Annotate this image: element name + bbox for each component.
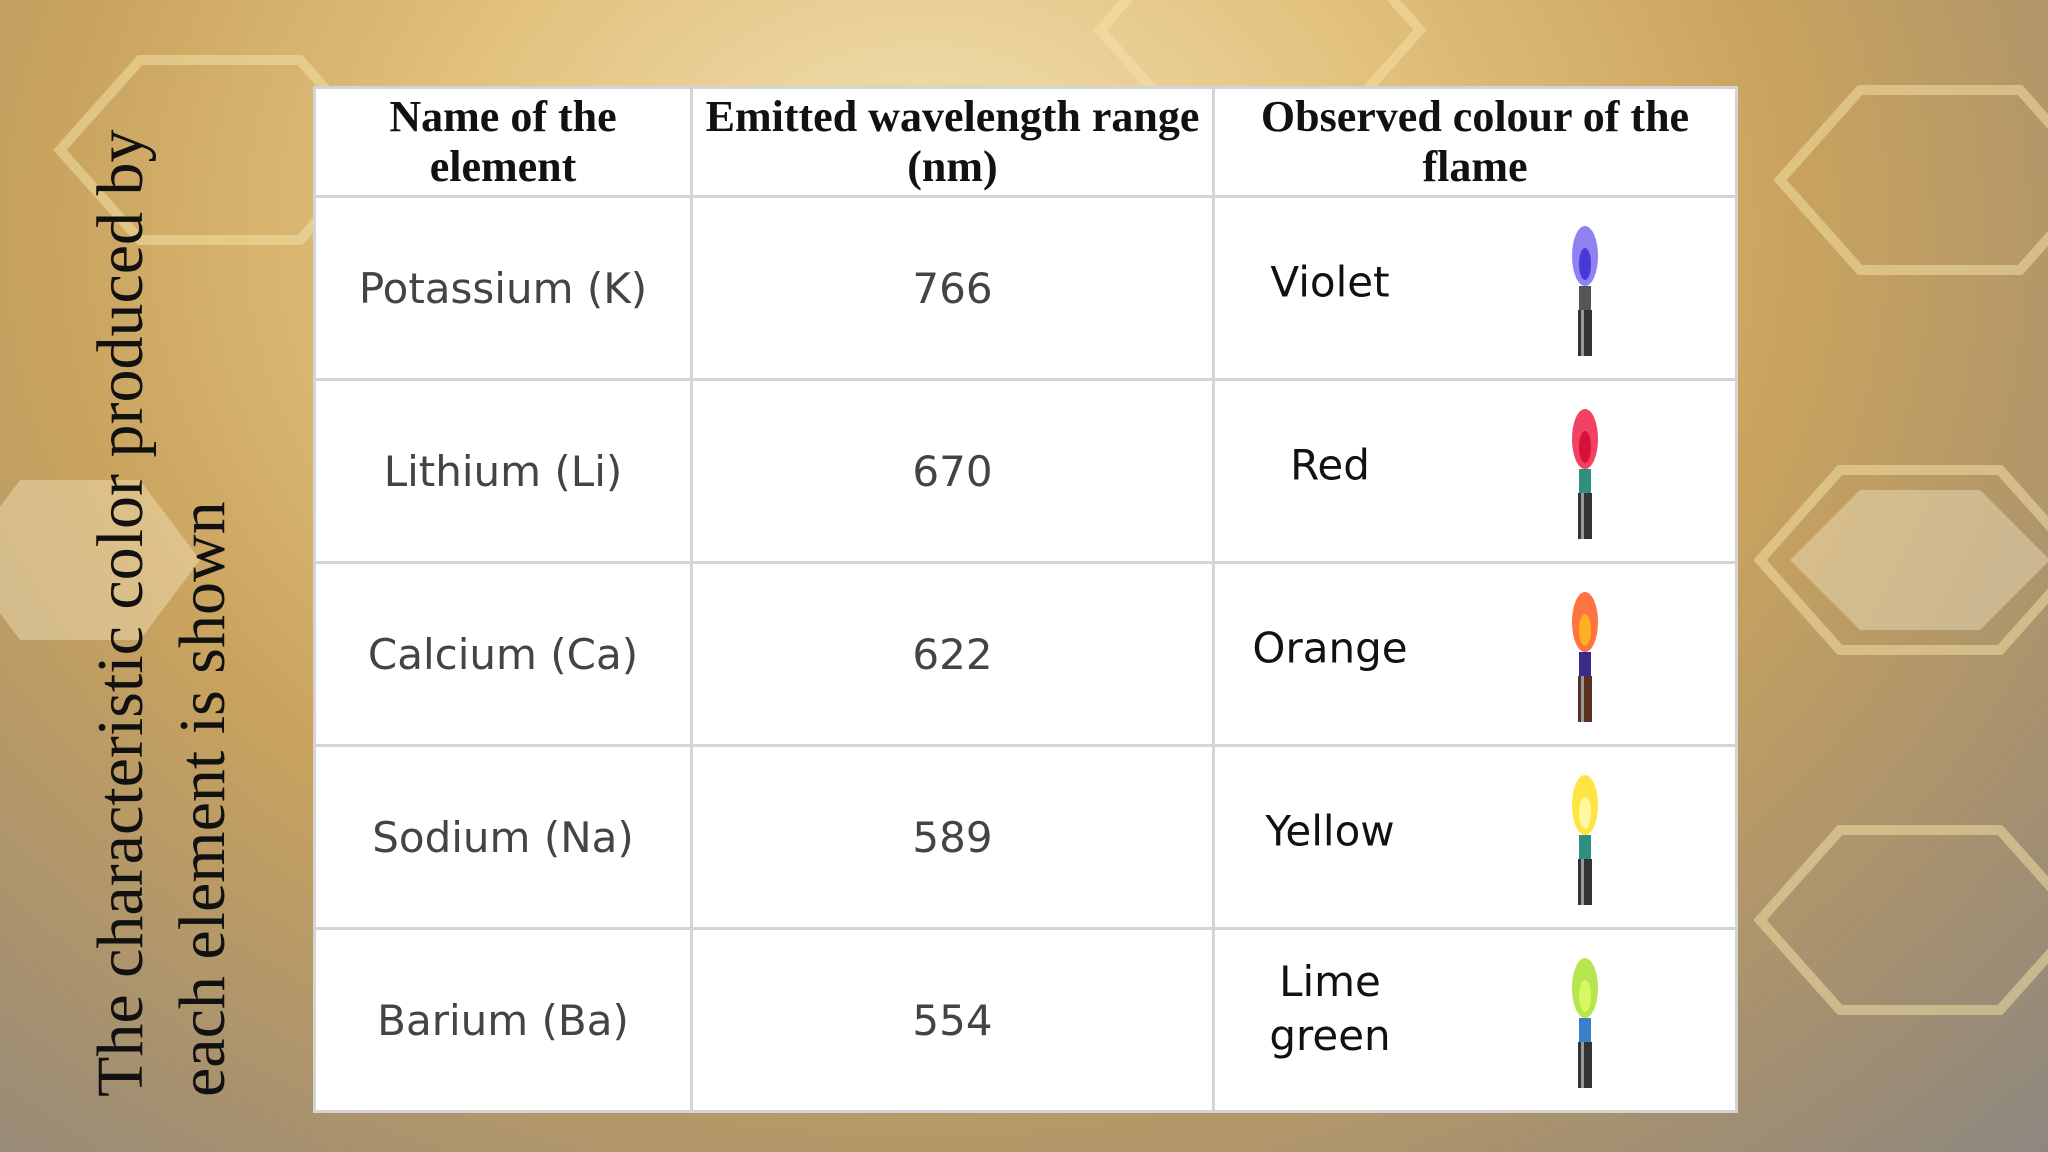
colour-text: Lime green bbox=[1269, 957, 1391, 1061]
table-row: Barium (Ba) 554 Lime green bbox=[313, 927, 1738, 1113]
table-row: Sodium (Na) 589 Yellow bbox=[313, 744, 1738, 930]
colour-text: Yellow bbox=[1265, 806, 1395, 856]
header-cell: Name of the element bbox=[313, 86, 693, 198]
wavelength-cell: 766 bbox=[690, 195, 1215, 381]
wavelength-cell: 589 bbox=[690, 744, 1215, 930]
slide-title: The characteristic color produced by eac… bbox=[84, 129, 239, 1097]
table-row: Calcium (Ca) 622 Orange bbox=[313, 561, 1738, 747]
element-cell: Potassium (K) bbox=[313, 195, 693, 381]
header-cell: Emitted wavelength range (nm) bbox=[690, 86, 1215, 198]
element-cell: Sodium (Na) bbox=[313, 744, 693, 930]
colour-text: Violet bbox=[1270, 257, 1390, 307]
colour-cell: Yellow bbox=[1212, 744, 1738, 930]
header-cell: Observed colour of the flame bbox=[1212, 86, 1738, 198]
flame-icon bbox=[1572, 775, 1598, 905]
flame-icon bbox=[1572, 592, 1598, 722]
table-row: Potassium (K) 766 Violet bbox=[313, 195, 1738, 381]
wavelength-cell: 554 bbox=[690, 927, 1215, 1113]
colour-text: Red bbox=[1290, 440, 1370, 490]
flame-icon bbox=[1572, 226, 1598, 356]
header-row: Name of the element Emitted wavelength r… bbox=[313, 86, 1738, 198]
table-row: Lithium (Li) 670 Red bbox=[313, 378, 1738, 564]
colour-text: Orange bbox=[1252, 623, 1408, 673]
table: Name of the element Emitted wavelength r… bbox=[313, 86, 1738, 1113]
colour-cell: Lime green bbox=[1212, 927, 1738, 1113]
colour-cell: Orange bbox=[1212, 561, 1738, 747]
colour-cell: Red bbox=[1212, 378, 1738, 564]
wavelength-cell: 622 bbox=[690, 561, 1215, 747]
element-cell: Barium (Ba) bbox=[313, 927, 693, 1113]
element-cell: Calcium (Ca) bbox=[313, 561, 693, 747]
colour-cell: Violet bbox=[1212, 195, 1738, 381]
wavelength-cell: 670 bbox=[690, 378, 1215, 564]
element-cell: Lithium (Li) bbox=[313, 378, 693, 564]
flame-icon bbox=[1572, 409, 1598, 539]
flame-icon bbox=[1572, 958, 1598, 1088]
